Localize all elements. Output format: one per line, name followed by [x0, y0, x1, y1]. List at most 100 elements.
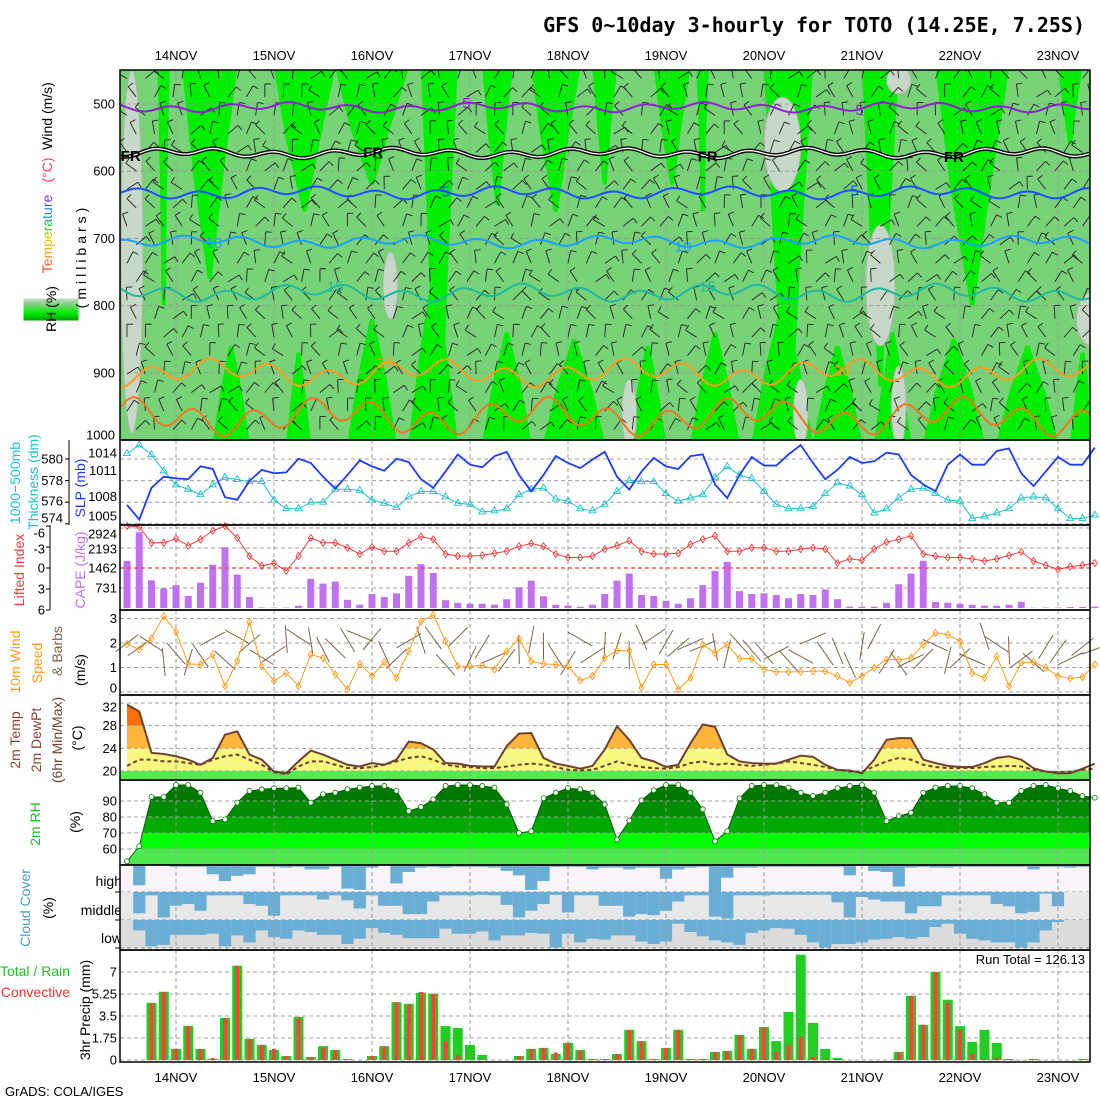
wind-speed-point	[969, 668, 976, 678]
wind-barb-staff	[1053, 379, 1056, 393]
wind-barb-flag	[507, 342, 514, 346]
wind-barb-staff	[365, 365, 376, 375]
wind-barb-staff	[907, 233, 916, 246]
run-total: Run Total = 126.13	[976, 952, 1085, 967]
wind-barb-10m	[346, 629, 373, 642]
wind-barb-flag	[846, 82, 853, 86]
wind-barb	[1082, 287, 1090, 301]
wind-barb-flag	[301, 365, 307, 371]
wind-barb-staff	[1054, 88, 1066, 98]
wind-barb-flag	[782, 231, 789, 235]
wind-barb	[595, 273, 611, 283]
wind-barb-staff	[422, 307, 431, 319]
cloud-middle-bar	[598, 892, 611, 906]
wind-barb	[991, 378, 1001, 393]
wind-barb-flag	[1025, 306, 1030, 313]
wind-barb-staff	[145, 70, 156, 79]
wind-barb-10m	[1057, 652, 1084, 666]
thickness-point	[147, 449, 156, 458]
wind-barb-flag	[937, 119, 944, 124]
wind-barb-flag	[446, 119, 453, 122]
wind-barb-staff	[916, 88, 927, 98]
wind-barb-staff	[917, 419, 927, 430]
cloud-high-bar	[635, 866, 648, 868]
wind-barb-staff	[686, 268, 688, 282]
wind-barb-flag	[278, 176, 285, 180]
wind-barb-staff	[191, 384, 202, 393]
wind-barb-staff	[849, 342, 854, 356]
wind-barb	[521, 86, 536, 98]
cloud-high-bar	[304, 866, 317, 870]
wind-barb-staff	[165, 270, 174, 282]
precip-conv-bar	[664, 1047, 668, 1060]
wind-barb-flag	[296, 230, 303, 233]
wind-barb-staff	[201, 418, 211, 430]
wind-barb-staff	[1010, 344, 1019, 356]
wind-barb-staff	[651, 252, 661, 264]
rh-point	[785, 784, 792, 791]
wind-barb	[686, 267, 693, 282]
precip-conv-bar	[676, 1029, 681, 1060]
wind-barb-staff	[610, 342, 615, 356]
wind-speed-point	[699, 640, 706, 649]
wind-barb-staff	[1063, 178, 1073, 190]
wind-barb-staff	[438, 251, 446, 264]
wind-barb-flag	[189, 214, 194, 220]
wind-barb-staff	[512, 180, 523, 190]
cape-bar	[295, 605, 302, 608]
contour-label: 20	[377, 354, 394, 371]
lifted-index-point	[234, 533, 241, 543]
wind-barb-10m	[262, 645, 286, 663]
wind-barb-staff	[449, 252, 459, 264]
wind-barb	[411, 272, 426, 283]
wind-barb-flag	[609, 304, 616, 307]
cape-bar	[601, 594, 609, 608]
wind-barb-staff	[742, 307, 750, 319]
wind-barb-staff	[356, 420, 367, 430]
rh-point	[185, 782, 192, 788]
wind-barb-staff	[356, 84, 361, 98]
wind-barb	[585, 250, 598, 264]
wind-barb-flag	[404, 119, 410, 124]
wind-barb-staff	[751, 398, 755, 412]
wind-barb	[723, 120, 731, 134]
cape-bar	[968, 604, 976, 608]
moist-band-lower	[408, 278, 458, 440]
wind-barb-staff	[1082, 400, 1090, 412]
wind-barb	[155, 211, 165, 227]
wind-barb-flag	[1020, 194, 1027, 197]
wind-barb-flag	[293, 274, 298, 281]
wind-barb-flag	[251, 158, 257, 162]
wind-barb-staff	[512, 251, 519, 264]
wind-barb-flag	[159, 100, 166, 104]
wind-barb-staff	[738, 232, 743, 245]
wind-barb-flag	[254, 419, 260, 425]
wind-barb	[623, 82, 633, 98]
wind-barb-staff	[120, 110, 128, 116]
wind-barb-staff	[356, 271, 366, 283]
wind-barb-flag	[306, 248, 313, 252]
lifted-index-point	[895, 535, 902, 544]
wind-barb	[411, 347, 427, 357]
wind-barb-staff	[944, 345, 954, 356]
wind-barb-staff	[746, 251, 753, 264]
cloud-middle-bar	[218, 892, 232, 896]
wind-barb-staff	[485, 200, 497, 209]
thickness-point	[796, 503, 806, 512]
wind-barb-staff	[280, 231, 284, 245]
cape-bar	[760, 593, 768, 608]
cloud-low-bar	[598, 920, 611, 940]
wind-barb-flag	[201, 156, 208, 161]
wind-barb	[953, 178, 967, 190]
wind-barb-flag	[414, 285, 421, 290]
wind-barb-flag	[494, 161, 500, 167]
wind-barb-staff	[377, 251, 385, 264]
wind-barb	[218, 102, 226, 116]
rh-point	[846, 783, 853, 789]
wind-barb-flag	[897, 65, 903, 66]
wind-barb-flag	[928, 359, 935, 364]
wind-barb	[848, 119, 855, 135]
wind-barb	[1006, 212, 1013, 227]
cloud-low-bar	[868, 920, 881, 940]
wind-barb-10m	[498, 648, 516, 672]
